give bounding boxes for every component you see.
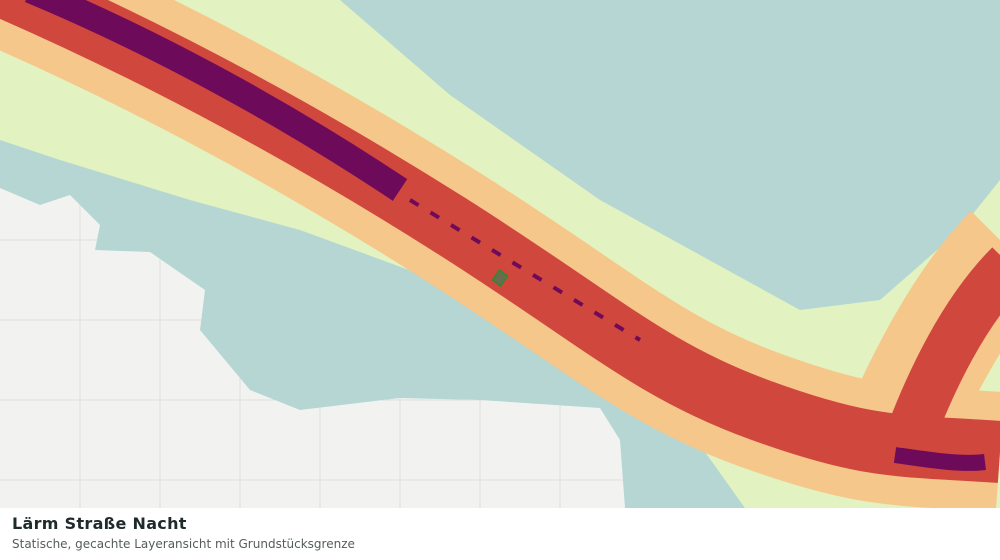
title: Lärm Straße Nacht (12, 514, 187, 533)
subtitle: Statische, gecachte Layeransicht mit Gru… (12, 537, 355, 551)
parcel-boundary[interactable] (491, 269, 509, 287)
map-view[interactable] (0, 0, 1000, 508)
caption: Lärm Straße Nacht Statische, gecachte La… (0, 508, 1000, 560)
land (0, 188, 625, 508)
noise-bands (0, 0, 1000, 508)
